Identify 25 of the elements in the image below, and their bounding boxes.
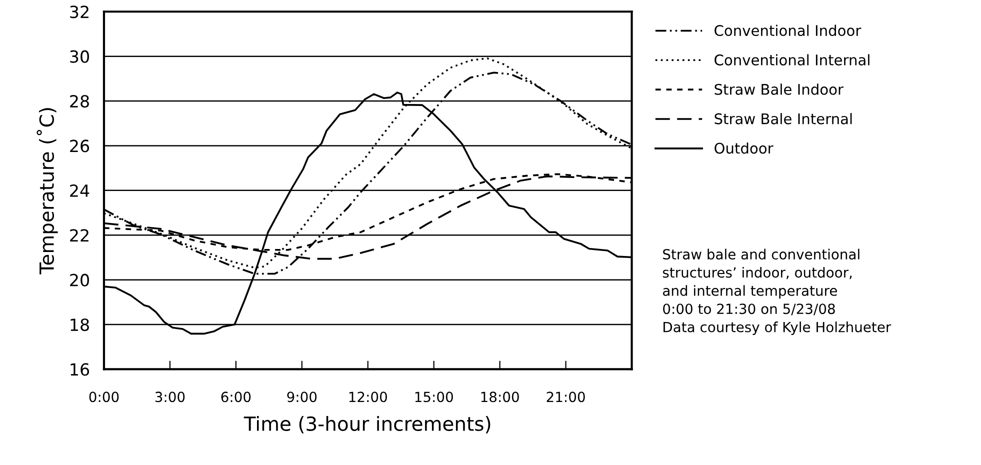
y-tick-label: 20 — [70, 274, 89, 286]
y-axis-title: Temperature (˚C) — [36, 108, 58, 274]
y-tick-label: 24 — [70, 184, 90, 197]
x-tick-label: 21:00 — [546, 392, 585, 402]
x-tick-label: 18:00 — [481, 392, 519, 402]
legend-label: Straw Bale Internal — [714, 113, 852, 124]
x-tick-label: 3:00 — [155, 392, 185, 402]
y-tick-label: 18 — [70, 318, 89, 332]
text: Straw bale and conventional structures’ indoor, outdoor, and internal temperature 0:00 to 21:30 on 5/23/08 Data courtesy of Kyle Holzhueter — [662, 248, 892, 335]
x-tick-label: 6:00 — [221, 392, 251, 402]
y-tick-label: 16 — [70, 363, 90, 376]
y-tick-label: 28 — [70, 94, 89, 108]
x-tick-label: 0:00 — [89, 392, 119, 402]
x-tick-label: 15:00 — [415, 392, 453, 402]
x-tick-label: 12:00 — [349, 392, 387, 402]
y-tick-label: 32 — [70, 6, 88, 18]
legend-label: Outdoor — [714, 142, 774, 154]
y-tick-label: 26 — [70, 140, 90, 152]
legend-label: Straw Bale Indoor — [714, 84, 844, 95]
x-axis-title: Time (3-hour increments) — [244, 416, 490, 434]
y-tick-label: 22 — [70, 229, 88, 242]
y-tick-label: 30 — [70, 50, 89, 63]
legend-label: Conventional Internal — [714, 54, 870, 66]
x-tick-label: 9:00 — [287, 392, 317, 402]
legend-label: Conventional Indoor — [714, 24, 862, 36]
